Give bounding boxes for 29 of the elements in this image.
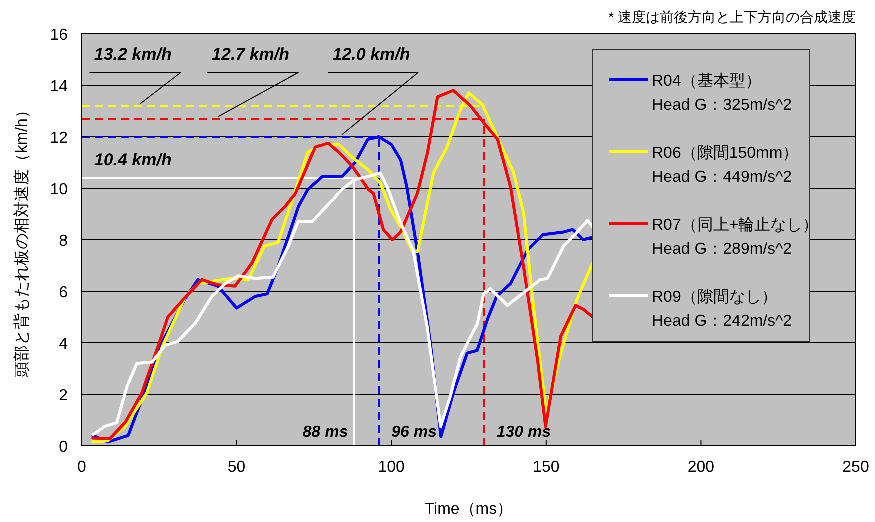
y-tick-label: 16 (50, 27, 68, 44)
y-tick-label: 4 (59, 336, 68, 353)
x-tick-label: 0 (78, 459, 87, 476)
y-tick-label: 2 (59, 388, 68, 404)
ref-line-label: 13.2 km/h (94, 44, 172, 64)
x-tick-label: 100 (378, 459, 406, 476)
ref-line-label: 96 ms (392, 424, 438, 441)
y-tick-label: 0 (59, 439, 68, 456)
x-tick-label: 250 (842, 459, 870, 476)
ref-line-label: 88 ms (302, 424, 348, 441)
legend-label: R09（隙間なし） Head G：242m/s^2 (652, 288, 792, 330)
y-tick-label: 12 (50, 130, 68, 147)
y-tick-label: 8 (59, 233, 68, 250)
x-tick-label: 200 (688, 459, 715, 476)
ref-line-label: 12.0 km/h (332, 44, 410, 64)
ref-line-label: 10.4 km/h (94, 150, 172, 170)
x-tick-label: 150 (533, 459, 560, 476)
x-axis-title: Time（ms） (424, 501, 514, 518)
y-tick-label: 14 (50, 78, 68, 96)
y-tick-label: 6 (59, 284, 68, 302)
legend-label: R06（隙間150mm） Head G：449m/s^2 (652, 144, 799, 186)
text: * 速度は前後方向と上下方向の合成速度 (608, 9, 856, 25)
legend-label: R07（同上+輪止なし） Head G：289m/s^2 (652, 216, 819, 258)
y-tick-label: 10 (50, 182, 68, 198)
ref-line-label: 130 ms (496, 424, 552, 441)
x-tick-label: 50 (228, 459, 246, 476)
ref-line-label: 12.7 km/h (212, 44, 290, 64)
y-axis-title: 頭部と背もたれ板の相対速度（km/h） (13, 102, 31, 378)
legend-label: R04（基本型） Head G：325m/s^2 (652, 72, 792, 114)
